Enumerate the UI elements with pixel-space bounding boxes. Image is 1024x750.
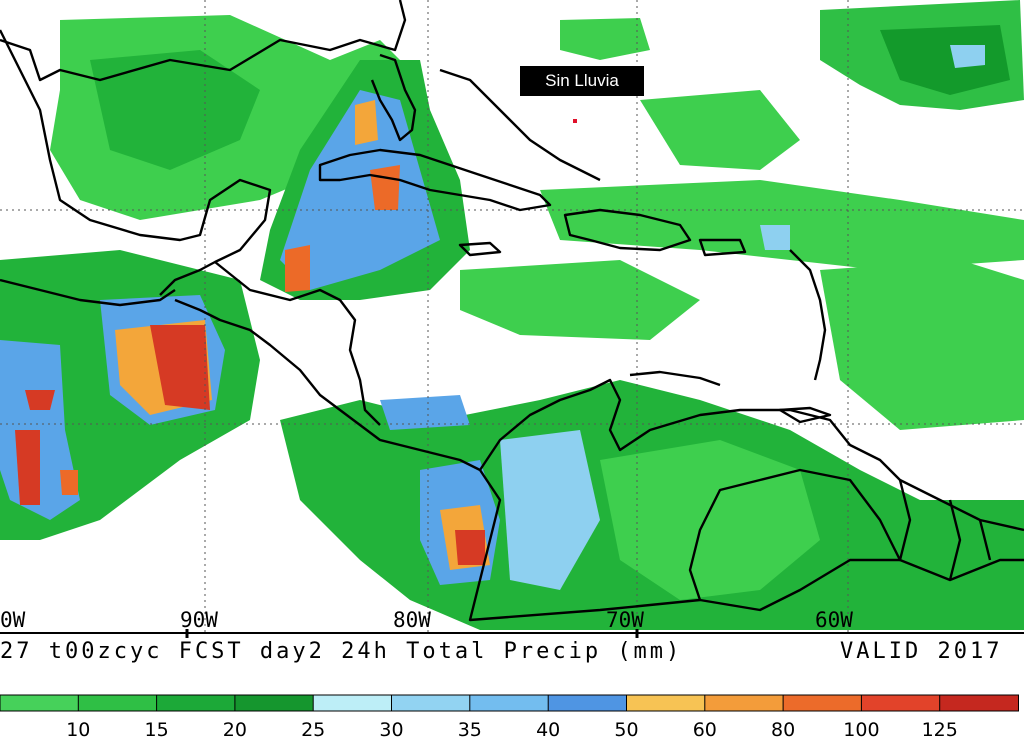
- rain-area-andes-blue: [500, 430, 600, 590]
- rain-area-far-west-red-2: [15, 430, 40, 505]
- legend-label: 100: [843, 719, 879, 741]
- rain-area-gulf-inner: [90, 50, 260, 170]
- coast-lesser-antilles: [789, 249, 827, 381]
- legend-label: 60: [693, 719, 717, 741]
- coast-florida: [370, 53, 417, 142]
- legend-swatch: [626, 694, 706, 712]
- lat-lon-grid: [0, 0, 1024, 632]
- rain-area-atlantic-mid: [640, 90, 800, 170]
- legend-swatch: [312, 694, 393, 712]
- legend-swatch: [0, 694, 80, 712]
- rain-area-cuba-orange-2: [370, 165, 400, 210]
- border-south-america: [468, 468, 1024, 622]
- rain-area-atlantic-north-blue: [950, 45, 985, 68]
- precipitation-layer: [0, 0, 1024, 630]
- coast-mexico: [0, 29, 272, 296]
- rain-area-atlantic-north-core: [880, 25, 1010, 95]
- caption-right: VALID 2017: [840, 639, 1002, 664]
- legend-label: 80: [771, 719, 795, 741]
- legend-swatch: [156, 694, 236, 712]
- legend-label: 35: [458, 719, 482, 741]
- rain-area-panama-red: [455, 530, 485, 565]
- coast-puerto-rico: [698, 238, 747, 257]
- no-rain-label: Sin Lluvia: [520, 66, 644, 96]
- legend-label: 25: [301, 719, 325, 741]
- legend-swatch: [704, 694, 785, 712]
- legend-label: 125: [922, 719, 958, 741]
- rain-area-colombia-light: [600, 440, 820, 600]
- lon-label-2: 80W: [393, 608, 431, 632]
- coast-hispaniola: [563, 208, 692, 252]
- precip-legend: 10 15 20 25 30 35 40 50 60 80 100 125: [0, 694, 1020, 741]
- lon-label-3: 70W: [606, 608, 644, 632]
- rain-area-far-west-red-3: [60, 470, 78, 495]
- no-rain-marker: [573, 119, 577, 123]
- rain-area-far-west-red-1: [25, 390, 55, 410]
- legend-label: 50: [614, 719, 638, 741]
- rain-area-cuba-orange-3: [285, 245, 310, 292]
- caption-left: 27 t00zcyc FCST day2 24h Total Precip (m…: [0, 639, 682, 664]
- legend-swatch: [469, 694, 550, 712]
- coast-us-gulf: [0, 0, 407, 82]
- border-venezuela-brazil: [699, 558, 900, 612]
- rain-area-caribbean-streak-2: [460, 260, 700, 340]
- legend-swatch: [860, 694, 941, 712]
- legend-label: 15: [145, 719, 169, 741]
- legend-label: 30: [379, 719, 403, 741]
- legend-label: 40: [536, 719, 560, 741]
- coast-jamaica: [458, 241, 502, 257]
- coast-central-america: [174, 298, 481, 472]
- coastline-layer: [0, 0, 1024, 622]
- legend-label: 20: [223, 719, 247, 741]
- coast-caribbean-central: [214, 261, 381, 426]
- lon-label-4: 60W: [815, 608, 853, 632]
- coast-mexico-pacific: [0, 278, 176, 307]
- rain-area-caribbean-east: [820, 260, 1024, 430]
- coast-cuba: [318, 148, 552, 212]
- coast-bahamas: [439, 68, 601, 182]
- lon-label-0: 0W: [0, 608, 26, 632]
- rain-area-costarica-blue: [380, 395, 470, 430]
- longitude-labels: 0W 90W 80W 70W 60W: [0, 608, 853, 632]
- caption-background: [0, 632, 1024, 692]
- rain-area-top-center: [560, 18, 650, 60]
- legend-swatch: [939, 694, 1020, 712]
- legend-swatch: [782, 694, 863, 712]
- rain-area-leeward-blue: [760, 225, 790, 250]
- legend-swatch: [234, 694, 315, 712]
- rain-area-pacific-red: [150, 325, 210, 410]
- coast-trinidad: [778, 406, 832, 424]
- lon-label-1: 90W: [180, 608, 218, 632]
- legend-labels: 10 15 20 25 30 35 40 50 60 80 100 125: [66, 719, 958, 741]
- coast-abc-islands: [629, 370, 721, 387]
- legend-swatch: [547, 694, 628, 712]
- rain-area-cuba-orange-1: [355, 100, 378, 145]
- legend-swatch: [77, 694, 158, 712]
- coast-colombia-venezuela: [479, 378, 1024, 532]
- legend-label: 10: [66, 719, 90, 741]
- legend-swatches: [0, 694, 1020, 712]
- border-guianas: [898, 479, 992, 581]
- legend-swatch: [391, 694, 471, 712]
